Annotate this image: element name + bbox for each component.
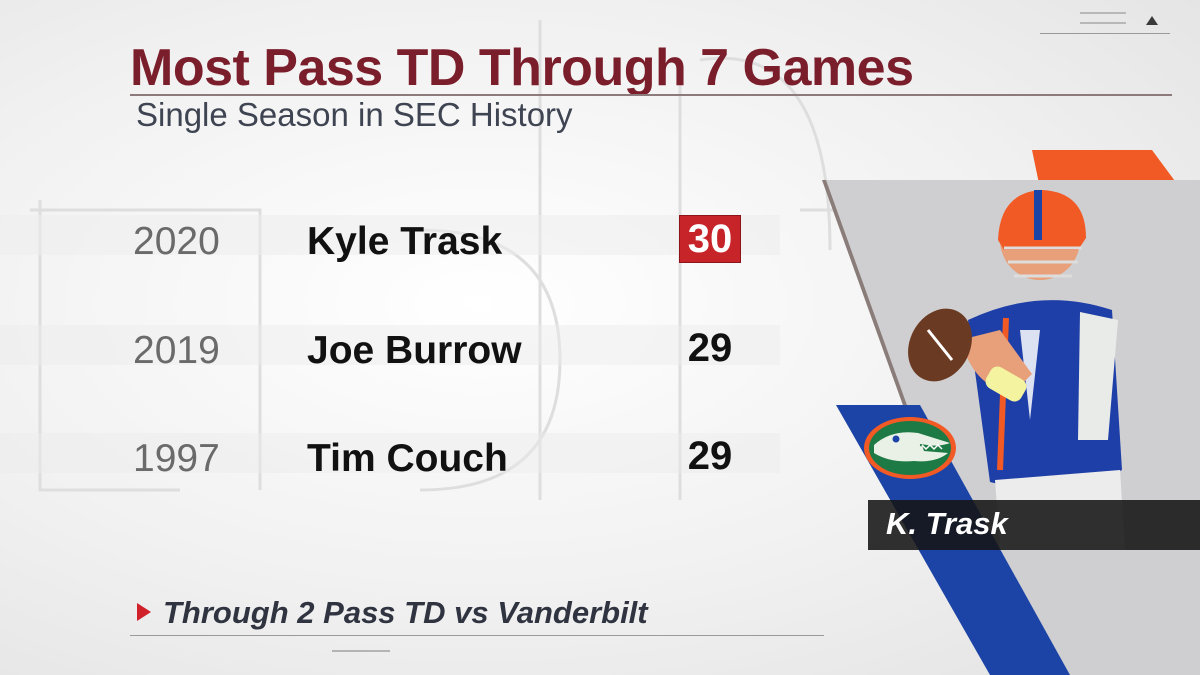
menu-rule-top — [1080, 12, 1126, 14]
gator-logo-icon — [864, 417, 956, 479]
footer-note-text: Through 2 Pass TD vs Vanderbilt — [163, 595, 648, 630]
up-triangle-icon — [1146, 16, 1158, 25]
header-rule — [1040, 33, 1170, 34]
row-year: 2020 — [133, 220, 220, 263]
menu-rule-bottom — [1080, 22, 1126, 24]
play-triangle-icon — [137, 603, 151, 621]
ranking-row: 2019 Joe Burrow 29 — [0, 319, 760, 379]
row-player: Tim Couch — [307, 437, 508, 480]
graphic-subtitle: Single Season in SEC History — [136, 96, 573, 133]
row-td-value: 30 — [680, 216, 740, 262]
row-td-value: 29 — [687, 326, 733, 370]
footer-accent-rule — [332, 650, 390, 652]
row-td-value: 29 — [687, 434, 733, 478]
row-year: 1997 — [133, 437, 220, 480]
graphic-title: Most Pass TD Through 7 Games — [130, 39, 914, 97]
ranking-row: 1997 Tim Couch 29 — [0, 427, 760, 487]
row-year: 2019 — [133, 329, 220, 372]
title-divider — [130, 94, 1172, 96]
footer-divider — [130, 635, 824, 636]
player-name-tag: K. Trask — [868, 500, 1200, 550]
row-player: Joe Burrow — [307, 329, 522, 372]
player-name-label: K. Trask — [886, 506, 1008, 541]
ranking-row: 2020 Kyle Trask 30 — [0, 210, 760, 270]
row-player: Kyle Trask — [307, 220, 503, 263]
